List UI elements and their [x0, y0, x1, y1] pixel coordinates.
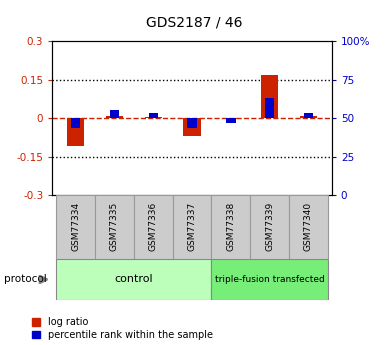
Text: triple-fusion transfected: triple-fusion transfected: [215, 275, 324, 284]
Text: GDS2187 / 46: GDS2187 / 46: [146, 16, 242, 29]
Bar: [67, 118, 84, 146]
Bar: [110, 110, 119, 118]
Text: GSM77336: GSM77336: [149, 202, 158, 252]
Bar: [183, 118, 201, 136]
Text: GSM77334: GSM77334: [71, 202, 80, 252]
Bar: [265, 98, 274, 118]
Bar: [71, 118, 80, 128]
Bar: [149, 113, 158, 118]
Text: control: control: [114, 275, 153, 284]
Text: protocol: protocol: [4, 275, 47, 284]
FancyBboxPatch shape: [289, 195, 328, 259]
Bar: [106, 116, 123, 118]
Text: GSM77340: GSM77340: [304, 202, 313, 252]
Text: GSM77335: GSM77335: [110, 202, 119, 252]
Bar: [304, 113, 313, 118]
Bar: [144, 117, 162, 118]
FancyBboxPatch shape: [211, 195, 250, 259]
FancyBboxPatch shape: [173, 195, 211, 259]
Bar: [187, 118, 197, 128]
Text: GSM77338: GSM77338: [226, 202, 236, 252]
Bar: [222, 118, 239, 119]
Text: GSM77339: GSM77339: [265, 202, 274, 252]
FancyBboxPatch shape: [56, 195, 95, 259]
Text: GSM77337: GSM77337: [187, 202, 197, 252]
Bar: [261, 75, 279, 118]
Bar: [226, 118, 236, 123]
Legend: log ratio, percentile rank within the sample: log ratio, percentile rank within the sa…: [32, 317, 213, 340]
FancyBboxPatch shape: [56, 259, 211, 300]
FancyBboxPatch shape: [250, 195, 289, 259]
FancyBboxPatch shape: [211, 259, 328, 300]
Bar: [300, 116, 317, 118]
FancyBboxPatch shape: [95, 195, 134, 259]
FancyBboxPatch shape: [134, 195, 173, 259]
